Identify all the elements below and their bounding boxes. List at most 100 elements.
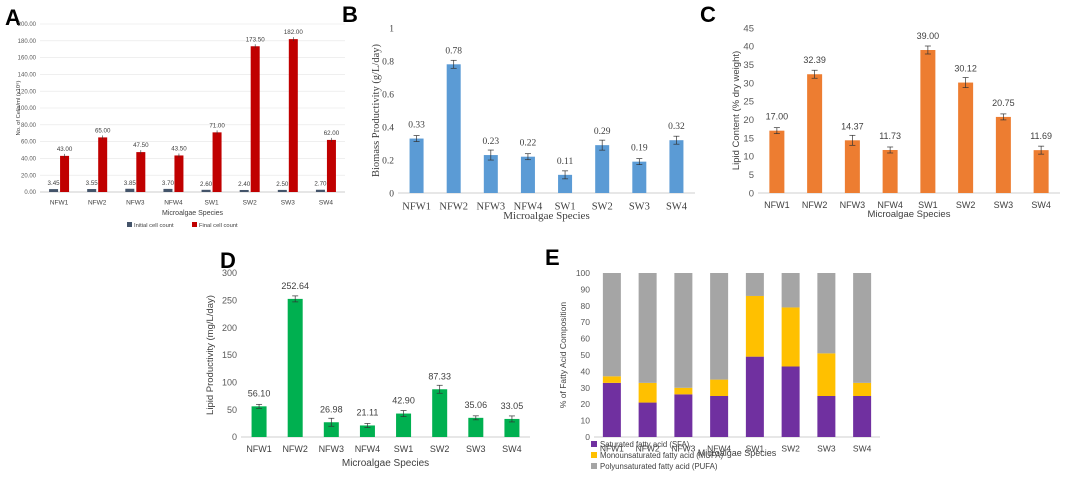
y-tick-label: 80 — [581, 301, 591, 311]
y-tick-label: 200 — [222, 323, 237, 333]
x-tick-label: SW1 — [746, 444, 765, 454]
y-tick-label: 100 — [576, 268, 590, 278]
x-tick-label: SW1 — [555, 202, 576, 213]
data-label: 47.50 — [133, 142, 149, 149]
y-tick-label: 10 — [581, 416, 591, 426]
bar — [323, 422, 339, 437]
x-tick-label: SW1 — [918, 200, 938, 210]
stacked-bar-segment — [781, 273, 800, 308]
stacked-bar-segment — [638, 382, 657, 403]
data-label: 3.55 — [86, 180, 99, 187]
bar — [287, 298, 303, 437]
x-tick-label: SW1 — [205, 200, 219, 207]
data-label: 56.10 — [248, 388, 271, 398]
bar — [958, 82, 974, 193]
x-tick-label: SW4 — [1031, 200, 1051, 210]
y-tick-label: 0.2 — [382, 156, 394, 166]
x-tick-label: SW3 — [466, 444, 486, 454]
x-axis-title: Microalgae Species — [868, 209, 951, 220]
y-tick-label: 100.00 — [18, 106, 37, 112]
y-tick-label: 90 — [581, 284, 591, 294]
bar — [409, 138, 424, 193]
bar — [1033, 150, 1049, 193]
x-tick-label: SW4 — [319, 200, 333, 207]
y-tick-label: 0.6 — [382, 90, 394, 100]
panel-label-a: A — [5, 5, 21, 30]
x-tick-label: NFW2 — [636, 444, 660, 454]
bar — [250, 46, 260, 193]
bar — [277, 189, 287, 192]
legend-swatch — [591, 441, 597, 447]
x-axis-title: Microalgae Species — [162, 210, 224, 217]
data-label: 2.50 — [276, 181, 289, 188]
stacked-bar-segment — [602, 273, 621, 377]
x-tick-label: NFW2 — [88, 200, 107, 207]
y-tick-label: 20.00 — [21, 173, 37, 179]
panel-d: D 0 50 100 150 200 250 300 NFW1 NFW2 NFW3 NFW4 SW1 S… — [205, 248, 530, 469]
panel-label-d: D — [220, 248, 236, 273]
bar — [882, 149, 898, 193]
y-tick-label: 40.00 — [21, 157, 37, 163]
bar — [595, 145, 610, 193]
y-tick-label: 30 — [743, 78, 754, 89]
stacked-bar-segment — [817, 273, 836, 354]
data-label: 2.40 — [238, 181, 251, 188]
x-tick-label: SW3 — [629, 202, 650, 213]
y-tick-label: 35 — [743, 60, 754, 71]
data-label: 2.70 — [314, 181, 327, 188]
bar — [396, 413, 412, 437]
data-label: 43.00 — [57, 146, 73, 153]
data-label: 0.29 — [594, 127, 611, 137]
y-tick-label: 60.00 — [21, 140, 37, 146]
y-tick-label: 200.00 — [18, 22, 37, 28]
x-tick-label: SW4 — [502, 444, 522, 454]
bar — [288, 39, 298, 193]
y-tick-label: 150 — [222, 350, 237, 360]
bar — [212, 132, 222, 192]
data-label: 0.19 — [631, 144, 648, 154]
y-tick-label: 40 — [743, 42, 754, 53]
y-tick-label: 0 — [585, 432, 590, 442]
y-tick-label: 50 — [581, 350, 591, 360]
data-label: 0.32 — [668, 122, 685, 132]
bar — [995, 116, 1011, 193]
bar — [558, 174, 573, 193]
data-label: 65.00 — [95, 127, 111, 134]
stacked-bar-segment — [602, 376, 621, 383]
data-label: 20.75 — [992, 98, 1015, 108]
bar — [769, 130, 785, 193]
x-tick-label: SW3 — [994, 200, 1014, 210]
y-tick-label: 20 — [743, 115, 754, 126]
stacked-bar-segment — [710, 379, 729, 396]
x-tick-label: SW2 — [430, 444, 450, 454]
y-axis-title: Biomass Productivity (g/L/day) — [371, 44, 382, 177]
stacked-bar-segment — [745, 295, 764, 357]
x-tick-label: NFW1 — [50, 200, 69, 207]
stacked-bar-segment — [853, 396, 872, 437]
data-label: 71.00 — [209, 122, 225, 129]
data-label: 3.45 — [48, 180, 61, 187]
data-label: 30.12 — [954, 64, 977, 74]
panel-label-c: C — [700, 2, 716, 27]
y-axis-title: No. of Cells/ml (x10⁶) — [15, 80, 22, 135]
stacked-bar-segment — [745, 273, 764, 296]
stacked-bar-segment — [638, 402, 657, 437]
y-axis-title: % of Fatty Acid Composition — [558, 302, 568, 409]
bar — [125, 188, 135, 192]
x-tick-label: NFW3 — [126, 200, 145, 207]
stacked-bar-segment — [674, 387, 693, 395]
y-tick-label: 60 — [581, 334, 591, 344]
bar — [163, 188, 173, 192]
legend-swatch — [591, 463, 597, 469]
x-tick-label: NFW1 — [764, 200, 790, 210]
stacked-bar-segment — [745, 356, 764, 437]
data-label: 14.37 — [841, 121, 864, 131]
y-tick-label: 70 — [581, 317, 591, 327]
legend-label: Polyunsaturated fatty acid (PUFA) — [600, 462, 718, 471]
x-tick-label: SW2 — [956, 200, 976, 210]
x-axis-title: Microalgae Species — [503, 210, 589, 222]
y-tick-label: 0 — [749, 188, 754, 199]
bar — [432, 389, 448, 437]
bar — [446, 64, 461, 193]
x-tick-label: SW2 — [781, 444, 800, 454]
